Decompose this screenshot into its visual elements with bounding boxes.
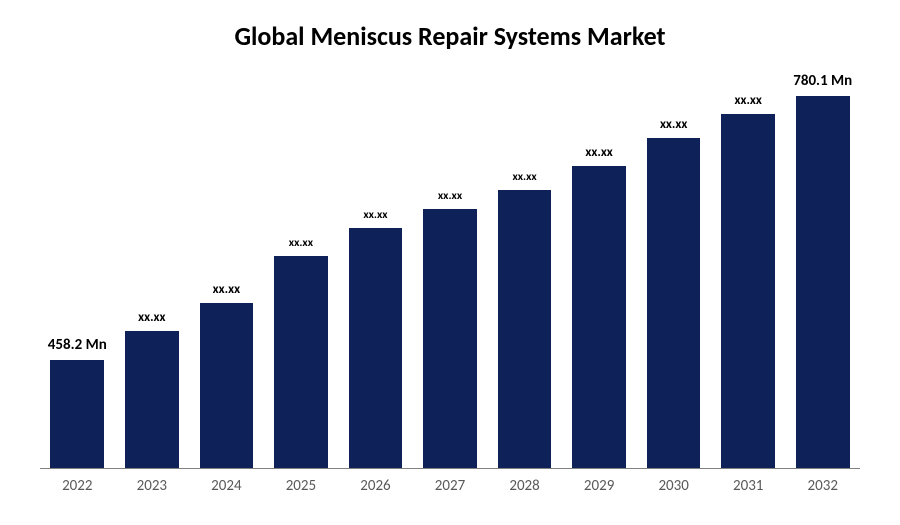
x-axis-tick: 2031 xyxy=(711,477,786,495)
bar-value-label: 458.2 Mn xyxy=(48,336,107,354)
bar-value-label: xx.xx xyxy=(363,208,387,222)
bar xyxy=(796,96,850,468)
chart-container: Global Meniscus Repair Systems Market 45… xyxy=(0,0,900,525)
x-axis-tick: 2029 xyxy=(562,477,637,495)
bar-group: xx.xx xyxy=(711,72,786,468)
bar xyxy=(349,228,403,468)
plot-area: 458.2 Mn xx.xx xx.xx xx.xx xx.xx xx.xx xx.xx xx… xyxy=(40,72,860,469)
bar-value-label: xx.xx xyxy=(512,170,536,184)
x-axis-tick: 2026 xyxy=(338,477,413,495)
x-axis-tick: 2022 xyxy=(40,477,115,495)
bar-group: 458.2 Mn xyxy=(40,72,115,468)
bar-group: xx.xx xyxy=(636,72,711,468)
bar-value-label: xx.xx xyxy=(660,117,687,132)
bar xyxy=(50,360,104,468)
bar-group: xx.xx xyxy=(264,72,339,468)
x-axis-tick: 2028 xyxy=(487,477,562,495)
bar xyxy=(423,209,477,468)
bar-value-label: xx.xx xyxy=(289,236,313,250)
bar xyxy=(274,256,328,468)
bar-value-label: 780.1 Mn xyxy=(793,72,852,90)
bar-group: 780.1 Mn xyxy=(785,72,860,468)
x-axis-tick: 2025 xyxy=(264,477,339,495)
x-axis-tick: 2027 xyxy=(413,477,488,495)
bar-group: xx.xx xyxy=(338,72,413,468)
bar-group: xx.xx xyxy=(413,72,488,468)
x-axis-tick: 2030 xyxy=(636,477,711,495)
bar-value-label: xx.xx xyxy=(138,310,165,325)
bar-group: xx.xx xyxy=(189,72,264,468)
bar xyxy=(498,190,552,468)
bar xyxy=(647,138,701,468)
x-axis-tick: 2023 xyxy=(115,477,190,495)
bar-group: xx.xx xyxy=(487,72,562,468)
bar-group: xx.xx xyxy=(115,72,190,468)
bar-value-label: xx.xx xyxy=(735,93,762,108)
chart-title: Global Meniscus Repair Systems Market xyxy=(40,20,860,52)
bar-value-label: xx.xx xyxy=(585,145,612,160)
x-axis-tick: 2024 xyxy=(189,477,264,495)
x-axis: 2022202320242025202620272028202920302031… xyxy=(40,477,860,495)
bar-value-label: xx.xx xyxy=(438,189,462,203)
bar xyxy=(572,166,626,468)
bar xyxy=(200,303,254,468)
x-axis-tick: 2032 xyxy=(785,477,860,495)
bar xyxy=(125,331,179,468)
bar xyxy=(721,114,775,468)
bar-value-label: xx.xx xyxy=(213,282,240,297)
bar-group: xx.xx xyxy=(562,72,637,468)
